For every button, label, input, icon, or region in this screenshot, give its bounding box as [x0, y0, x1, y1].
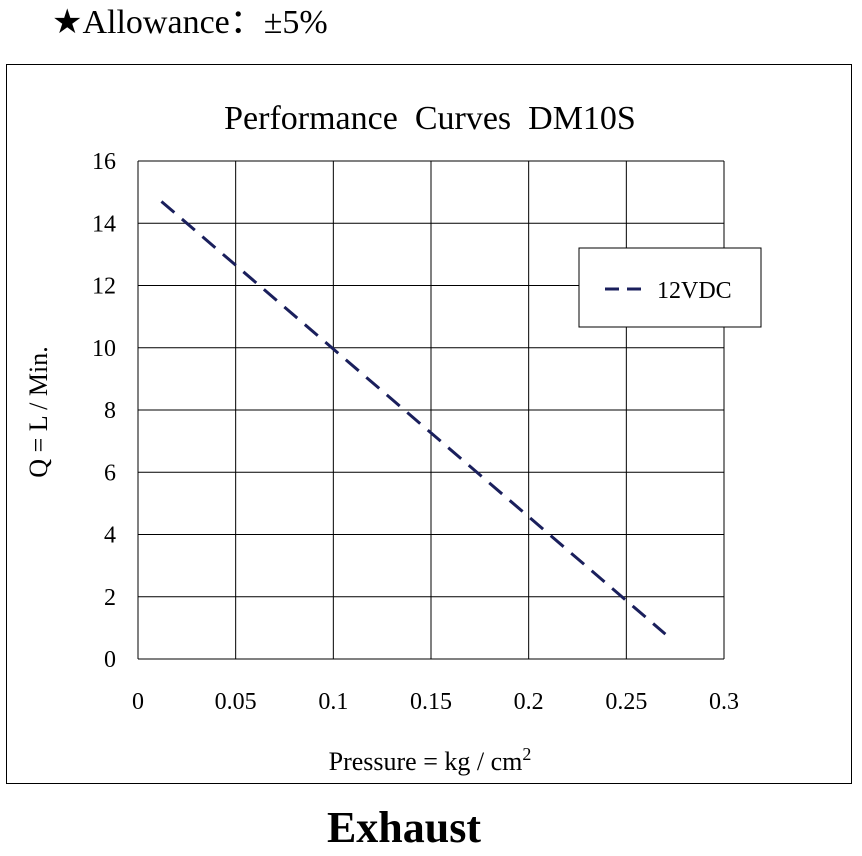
chart-title: Performance Curves DM10S [224, 100, 636, 137]
legend: 12VDC [578, 247, 762, 328]
star-icon: ★ [52, 2, 83, 42]
x-axis-label-superscript: 2 [522, 744, 531, 764]
x-tick-label: 0.05 [215, 689, 257, 715]
chart-grid [137, 160, 725, 660]
legend-label-12vdc: 12VDC [657, 278, 732, 304]
allowance-text: Allowance：±5% [82, 4, 328, 41]
series-line-12vdc [160, 200, 667, 636]
y-tick-label: 0 [104, 647, 116, 673]
y-tick-label: 8 [104, 398, 116, 424]
x-axis-label: Pressure = kg / cm2 [329, 744, 532, 776]
x-tick-label: 0.25 [605, 689, 647, 715]
x-tick-label: 0 [132, 689, 144, 715]
y-axis-label: Q = L / Min. [24, 346, 53, 477]
x-tick-label: 0.2 [514, 689, 544, 715]
y-tick-label: 4 [104, 523, 116, 549]
chart-series [160, 200, 667, 636]
chart-frame: Performance Curves DM10S 0 2 4 6 8 10 12 14 16 0… [6, 64, 852, 784]
exhaust-caption: Exhaust [326, 803, 482, 852]
y-tick-label: 10 [92, 336, 116, 362]
y-tick-label: 6 [104, 460, 116, 486]
x-tick-label: 0.15 [410, 689, 452, 715]
y-tick-label: 16 [92, 149, 116, 175]
x-tick-label: 0.3 [709, 689, 739, 715]
y-tick-label: 2 [104, 585, 116, 611]
x-axis-label-text: Pressure = kg / cm [329, 747, 523, 776]
performance-chart: Performance Curves DM10S 0 2 4 6 8 10 12 14 16 0… [24, 100, 762, 776]
x-tick-labels: 0 0.05 0.1 0.15 0.2 0.25 0.3 [132, 689, 739, 715]
x-tick-label: 0.1 [318, 689, 348, 715]
allowance-note: ★Allowance：±5% [52, 0, 328, 45]
y-tick-labels: 0 2 4 6 8 10 12 14 16 [92, 149, 116, 673]
y-tick-label: 12 [92, 274, 116, 300]
y-tick-label: 14 [92, 211, 116, 237]
